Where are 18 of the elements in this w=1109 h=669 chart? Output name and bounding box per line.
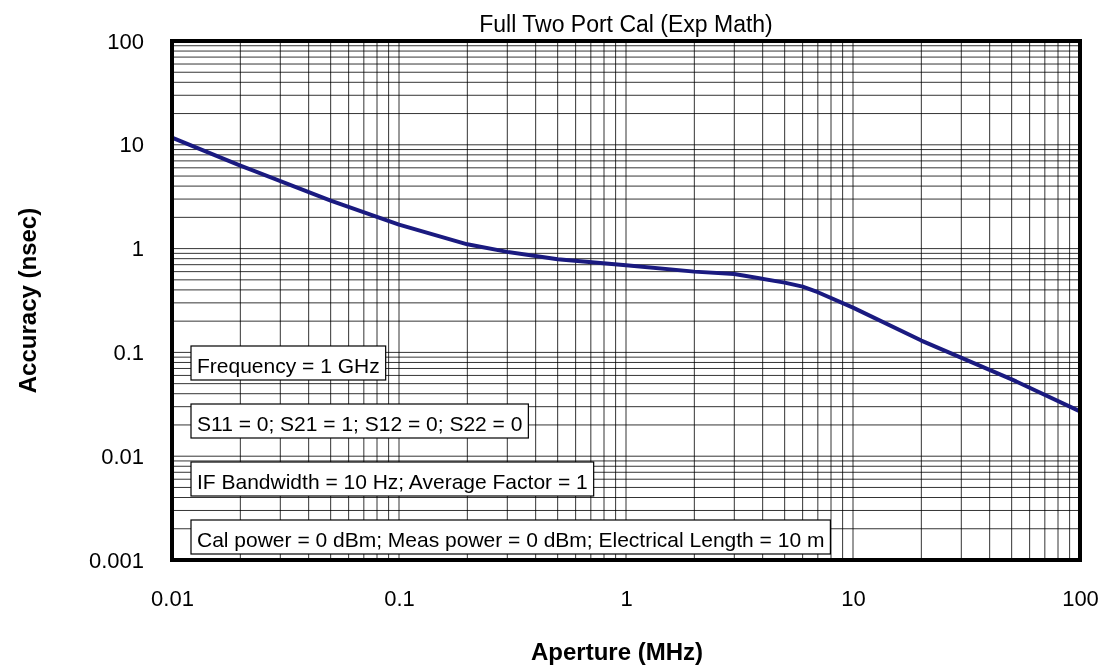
annotation: Cal power = 0 dBm; Meas power = 0 dBm; Electrical Length = 10 m: [197, 528, 825, 551]
x-tick-label: 10: [841, 585, 866, 611]
annotation: IF Bandwidth = 10 Hz; Average Factor = 1: [197, 470, 588, 493]
y-axis-title: Accuracy (nsec): [14, 207, 41, 394]
y-tick-label: 0.001: [88, 547, 144, 573]
y-tick-label: 1: [131, 236, 144, 262]
x-tick-label: 0.1: [384, 585, 415, 611]
x-tick-label: 100: [1062, 585, 1099, 611]
y-tick-label: 100: [107, 28, 144, 54]
chart-title: Full Two Port Cal (Exp Math): [479, 11, 773, 37]
y-tick-label: 10: [119, 132, 144, 158]
y-tick-label: 0.1: [113, 339, 144, 365]
annotation: S11 = 0; S21 = 1; S12 = 0; S22 = 0: [197, 412, 523, 435]
x-axis-title: Aperture (MHz): [531, 638, 703, 665]
x-tick-label: 0.01: [151, 585, 194, 611]
x-tick-label: 1: [620, 585, 633, 611]
y-tick-label: 0.01: [101, 443, 144, 469]
annotation: Frequency = 1 GHz: [197, 354, 380, 377]
